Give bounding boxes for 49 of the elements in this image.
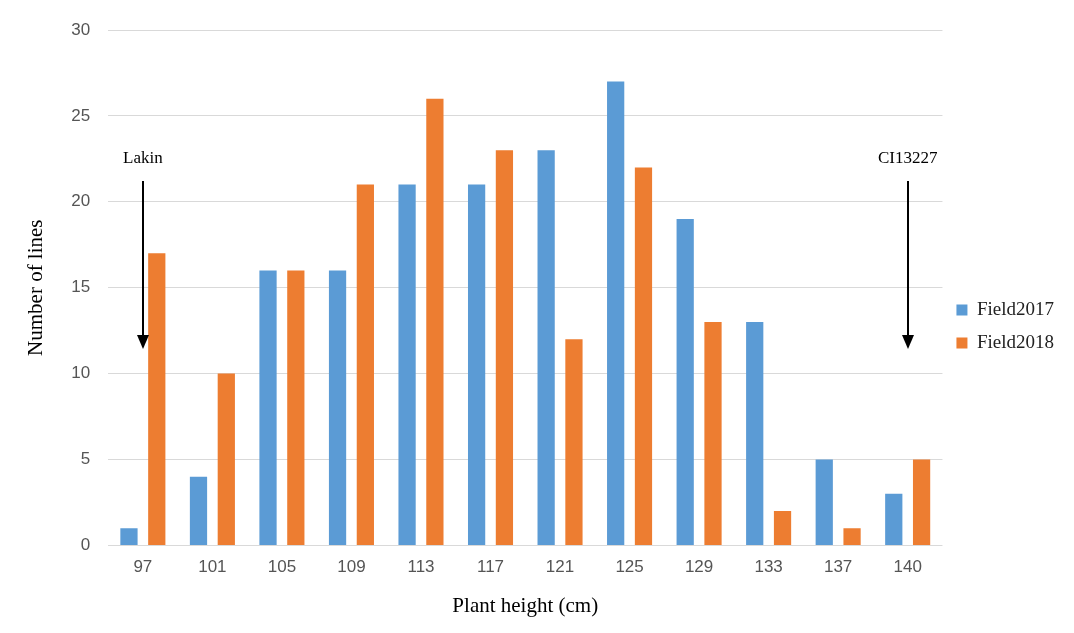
x-tick-label: 133 xyxy=(754,557,783,577)
bar xyxy=(495,150,514,545)
bar xyxy=(356,184,374,545)
y-tick-label: 30 xyxy=(71,19,91,39)
bar xyxy=(328,270,347,545)
y-tick-label: 10 xyxy=(71,363,91,383)
bar xyxy=(704,322,722,545)
bar xyxy=(259,270,277,545)
bar xyxy=(426,98,444,545)
bar xyxy=(912,459,931,545)
bar xyxy=(676,218,694,545)
x-tick-label: 125 xyxy=(615,557,644,577)
bar xyxy=(287,270,305,545)
bar xyxy=(398,184,416,545)
bar xyxy=(815,459,833,545)
x-tick-label: 121 xyxy=(545,557,575,577)
y-tick-label: 20 xyxy=(71,191,91,211)
x-tick-label: 109 xyxy=(337,557,366,577)
bar xyxy=(565,339,583,545)
x-tick-label: 113 xyxy=(407,557,435,577)
x-tick-label: 129 xyxy=(684,557,714,577)
x-tick-label: 105 xyxy=(267,557,297,577)
y-tick-label: 0 xyxy=(80,535,91,555)
legend-label: Field2018 xyxy=(976,330,1054,352)
x-tick-label: 117 xyxy=(476,557,505,577)
bar xyxy=(189,476,208,545)
legend-label: Field2017 xyxy=(976,297,1054,319)
x-tick-label: 101 xyxy=(198,557,227,577)
y-tick-label: 5 xyxy=(80,449,91,469)
bar xyxy=(217,373,235,545)
bar xyxy=(467,184,486,545)
bar xyxy=(148,253,166,545)
bar xyxy=(634,167,653,545)
x-axis-title: Plant height (cm) xyxy=(452,592,599,617)
annotation: CI13227 xyxy=(877,148,938,168)
bar xyxy=(843,528,861,545)
y-axis-title: Number of lines xyxy=(23,219,48,356)
bar xyxy=(773,511,792,545)
bar xyxy=(607,81,625,545)
bar xyxy=(885,493,903,545)
annotation: Lakin xyxy=(123,148,164,168)
bar xyxy=(746,322,764,545)
x-tick-label: 97 xyxy=(133,557,153,577)
x-tick-label: 137 xyxy=(823,557,853,577)
y-tick-label: 15 xyxy=(71,277,91,297)
x-tick-label: 140 xyxy=(893,557,922,577)
y-tick-label: 25 xyxy=(71,105,91,125)
bar xyxy=(120,528,138,545)
bar xyxy=(537,150,555,545)
